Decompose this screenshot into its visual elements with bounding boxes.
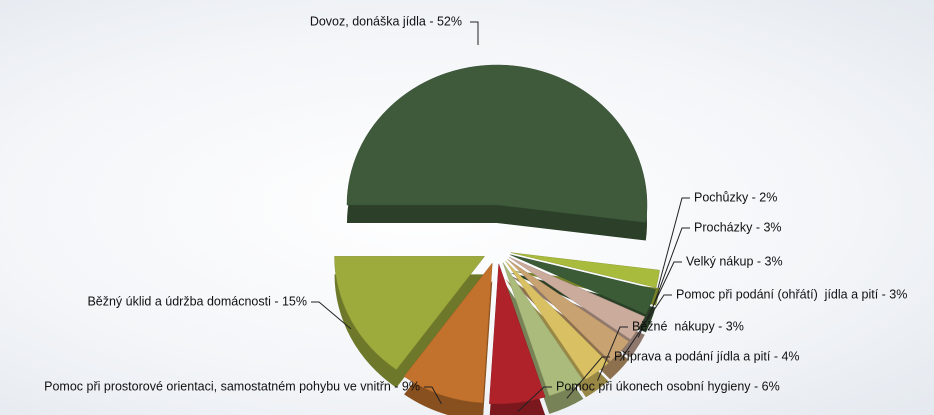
slice — [510, 254, 656, 315]
leader-line — [424, 386, 442, 405]
slice-label: Běžné nákupy - 3% — [632, 319, 744, 333]
slice — [507, 259, 630, 362]
slice-label: Pochůzky - 2% — [694, 190, 777, 204]
slice — [346, 64, 648, 223]
leader-line — [517, 386, 552, 413]
slice-label: Příprava a podání jídla a pití - 4% — [614, 349, 800, 363]
slice — [334, 256, 486, 370]
leader-line — [566, 356, 610, 399]
slice-label: Pomoc při podání (ohřátí) jídla a pití -… — [676, 287, 907, 301]
leader-line — [650, 227, 690, 312]
slice-label: Běžný úklid a údržba domácnosti - 15% — [87, 294, 307, 308]
slice-label: Procházky - 3% — [694, 220, 782, 234]
leader-line — [597, 326, 628, 381]
leader-line — [619, 294, 672, 362]
slice — [502, 262, 584, 397]
slice — [489, 263, 546, 405]
leader-line — [470, 21, 479, 45]
leader-line — [637, 261, 682, 338]
leader-line — [311, 301, 352, 330]
leader-line — [657, 197, 690, 288]
slice — [403, 262, 493, 404]
slice — [505, 260, 609, 380]
slice — [508, 256, 646, 340]
slice-label: Pomoc při úkonech osobní hygieny - 6% — [556, 379, 780, 393]
slice — [510, 252, 660, 288]
slice-label: Dovoz, donáška jídla - 52% — [310, 14, 462, 28]
slice-label: Pomoc při prostorové orientaci, samostat… — [44, 379, 420, 393]
slice-label: Velký nákup - 3% — [686, 254, 783, 268]
